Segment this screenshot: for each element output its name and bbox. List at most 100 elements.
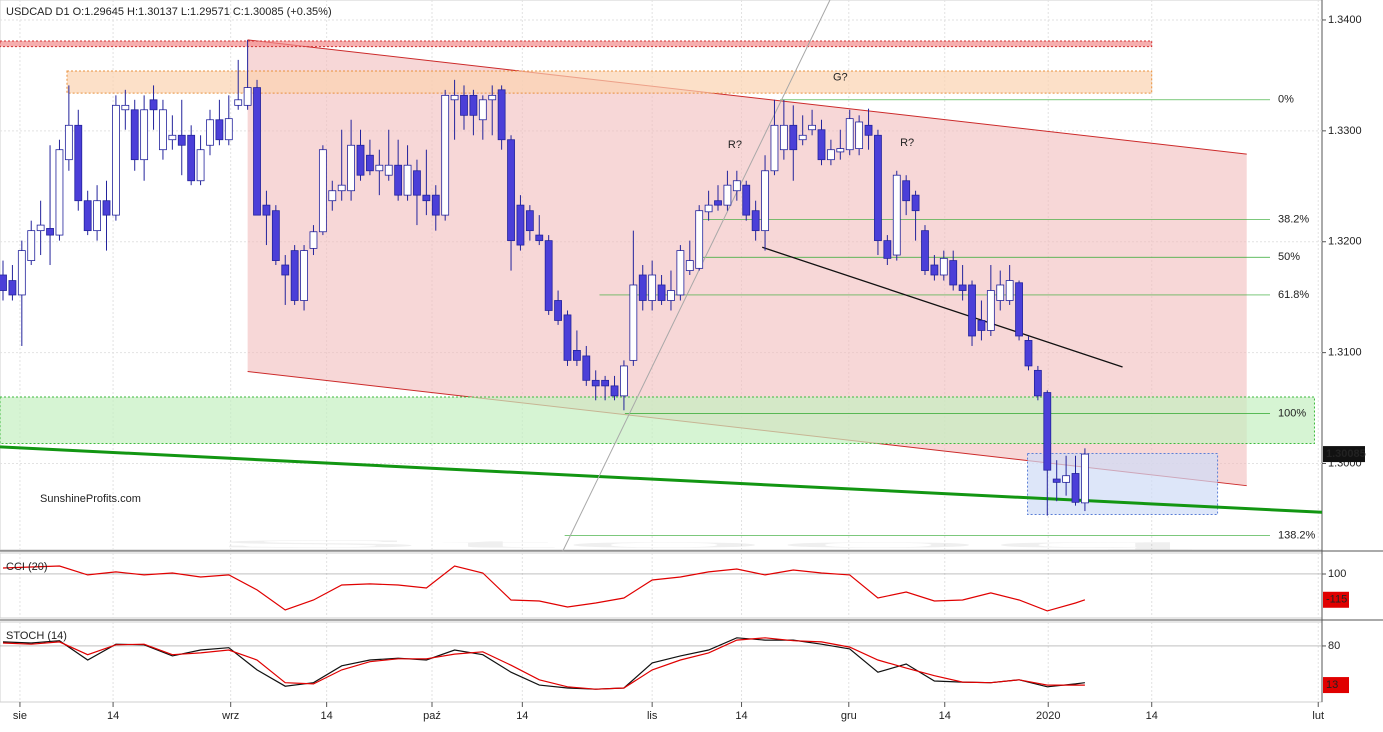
candle-body <box>394 164 403 196</box>
x-tick-label: 14 <box>321 710 333 722</box>
candle-body <box>318 149 327 233</box>
candle-body <box>638 274 647 301</box>
x-tick-label: lis <box>647 710 658 722</box>
candle-body <box>413 170 421 196</box>
candle-body <box>441 94 450 216</box>
candle-body <box>996 284 1005 301</box>
indicator-line <box>2 637 1085 690</box>
x-tick-label: 14 <box>516 710 528 722</box>
chart-title: USDCAD D1 O:1.29645 H:1.30137 L:1.29571 … <box>6 6 332 18</box>
candle-body <box>1005 280 1014 301</box>
x-tick-label: 2020 <box>1036 710 1060 722</box>
candle-body <box>817 129 826 161</box>
candle-body <box>206 119 214 146</box>
fib-label: 50% <box>1278 251 1300 263</box>
zone <box>66 70 1153 94</box>
annotation: R? <box>728 139 742 151</box>
candle-body <box>83 200 92 232</box>
annotation: R? <box>900 137 914 149</box>
last-value-box <box>1323 677 1349 694</box>
fib-label: 138.2% <box>1278 529 1316 541</box>
candle-body <box>939 257 948 276</box>
candle-body <box>1062 475 1071 483</box>
candle-body <box>977 320 986 331</box>
candle-body <box>403 164 412 196</box>
candle-body <box>582 355 591 381</box>
candle-body <box>742 184 751 216</box>
x-tick-label: wrz <box>221 710 239 722</box>
candle-body <box>629 284 638 361</box>
x-tick-label: lut <box>1312 710 1324 722</box>
last-value-box <box>1323 591 1349 608</box>
candle-body <box>215 119 224 141</box>
candle-body <box>469 94 478 116</box>
candle-body <box>572 350 581 361</box>
annotation: G? <box>833 72 848 84</box>
candle-body <box>271 210 280 261</box>
candle-body <box>544 240 553 311</box>
candle-body <box>149 99 158 111</box>
zone <box>0 396 1315 445</box>
x-tick-label: 14 <box>107 710 119 722</box>
candle-body <box>798 134 807 141</box>
trend-line <box>562 0 831 552</box>
candle-body <box>431 194 440 216</box>
candle-body <box>1024 340 1033 367</box>
candle-body <box>460 94 468 116</box>
candle-body <box>525 210 534 232</box>
candle-body <box>196 149 205 182</box>
panel-label: CCI (20) <box>6 561 48 573</box>
trend-line <box>0 445 1323 514</box>
candle-body <box>714 200 722 206</box>
candle-body <box>17 250 26 296</box>
candle-body <box>27 230 36 261</box>
candle-body <box>620 365 628 397</box>
candle-body <box>46 228 54 236</box>
candle-body <box>591 379 600 387</box>
candle-body <box>140 109 149 161</box>
candle-body <box>761 170 769 232</box>
candle-body <box>497 89 506 141</box>
candle-body <box>281 264 290 276</box>
candle-body <box>695 210 704 269</box>
candle-body <box>224 118 233 141</box>
candle-body <box>234 99 243 106</box>
candle-body <box>883 240 892 259</box>
candle-body <box>243 87 252 106</box>
candle-body <box>968 284 976 337</box>
candle-body <box>356 144 365 176</box>
candle-body <box>667 290 675 301</box>
candle-body <box>949 260 958 286</box>
candle-body <box>1071 473 1080 503</box>
candle-body <box>845 118 854 151</box>
candle-body <box>911 194 920 212</box>
zone <box>0 40 1153 48</box>
x-tick-label: sie <box>13 710 27 722</box>
candle-body <box>55 149 64 236</box>
watermark: Stooq <box>200 539 1219 551</box>
candle-body <box>827 149 835 161</box>
fib-label: 61.8% <box>1278 289 1309 301</box>
candle-body <box>159 109 167 151</box>
y-tick-label: 100 <box>1328 568 1346 580</box>
candle-body <box>309 231 318 249</box>
candle-body <box>723 184 732 206</box>
candle-body <box>290 250 299 301</box>
candle-body <box>328 190 337 202</box>
indicator-line <box>2 565 1086 612</box>
candle-body <box>337 184 346 192</box>
candle-body <box>300 250 308 301</box>
candle-body <box>704 204 713 213</box>
y-tick-label: 1.3100 <box>1328 347 1362 359</box>
trend-line <box>762 246 1123 368</box>
candle-body <box>262 204 271 216</box>
candle-body <box>789 124 798 151</box>
fib-label: 38.2% <box>1278 213 1309 225</box>
panel-label: STOCH (14) <box>6 630 67 642</box>
fib-label: 100% <box>1278 408 1306 420</box>
x-tick-label: gru <box>841 710 857 722</box>
candle-body <box>751 210 760 232</box>
candle-body <box>488 94 497 101</box>
candle-body <box>1052 478 1061 483</box>
candle-body <box>366 154 374 172</box>
